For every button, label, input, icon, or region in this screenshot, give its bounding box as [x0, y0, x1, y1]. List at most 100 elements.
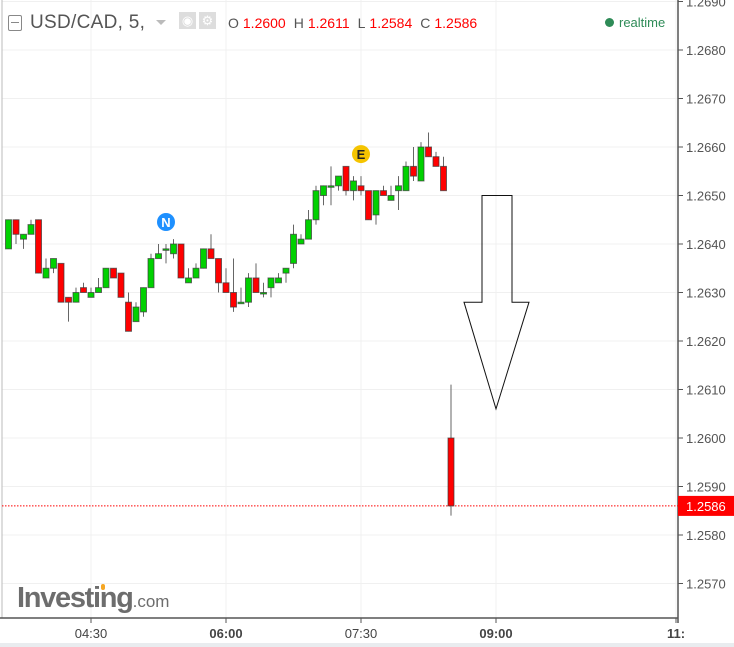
- candle-body: [177, 243, 185, 279]
- candle: [350, 176, 357, 201]
- candle-body: [372, 190, 380, 216]
- candle-body: [125, 301, 132, 332]
- chevron-down-icon[interactable]: [156, 20, 166, 25]
- event-marker-n: [157, 213, 175, 231]
- candle: [170, 239, 177, 259]
- candle-body: [387, 195, 395, 201]
- y-tick-label: 1.2660: [686, 140, 726, 155]
- down-arrow-annotation[interactable]: [463, 195, 530, 411]
- y-tick-label: 1.2690: [686, 0, 726, 10]
- candle-body: [402, 165, 410, 192]
- y-tick-label: 1.2580: [686, 528, 726, 543]
- candle: [260, 282, 267, 298]
- candle-body: [200, 248, 207, 269]
- realtime-status: realtime: [605, 15, 665, 30]
- candle: [50, 258, 57, 274]
- last-price-badge: [678, 495, 734, 516]
- logo-main: Investing: [17, 582, 134, 614]
- candle: [357, 176, 365, 196]
- candle-body: [42, 267, 50, 279]
- high-label: H: [293, 15, 304, 31]
- y-tick-label: 1.2670: [686, 92, 726, 107]
- candle-body: [350, 180, 357, 192]
- candle: [147, 253, 155, 289]
- event-label: E: [357, 147, 366, 162]
- x-tick-label: 11:: [667, 626, 685, 641]
- candle: [335, 175, 342, 191]
- y-tick-label: 1.2650: [686, 189, 726, 204]
- candle-body: [417, 146, 425, 182]
- low-value: 1.2584: [369, 15, 413, 31]
- logo-drop-icon: [101, 584, 105, 590]
- eye-icon[interactable]: ◉: [179, 12, 196, 29]
- candle: [12, 219, 20, 244]
- x-tick-label: 07:30: [345, 626, 378, 641]
- candle-body: [327, 185, 335, 188]
- y-tick-label: 1.2590: [686, 480, 726, 495]
- candle: [140, 287, 147, 317]
- y-tick-label: 1.2680: [686, 43, 726, 58]
- candle: [365, 190, 372, 221]
- candle: [425, 132, 432, 158]
- candle-body: [357, 185, 365, 192]
- collapse-icon[interactable]: [8, 15, 22, 31]
- candle: [372, 190, 380, 225]
- y-tick-label: 1.2600: [686, 431, 726, 446]
- candle: [95, 277, 102, 293]
- candle-body: [447, 437, 455, 507]
- candle-body: [27, 224, 35, 235]
- candle-body: [185, 277, 192, 284]
- candle-body: [170, 243, 177, 255]
- x-tick-label: 04:30: [75, 626, 108, 641]
- candle-body: [380, 190, 387, 196]
- gear-icon[interactable]: ⚙: [199, 12, 216, 29]
- candle: [402, 161, 410, 192]
- candle: [80, 282, 87, 293]
- candle-body: [57, 262, 65, 303]
- close-label: C: [420, 15, 431, 31]
- candle: [305, 210, 312, 240]
- candle: [410, 147, 417, 181]
- y-tick-label: 1.2610: [686, 383, 726, 398]
- candle: [290, 224, 297, 269]
- candle: [222, 268, 230, 293]
- candle-body: [5, 219, 12, 250]
- candle-body: [342, 165, 350, 192]
- candle-body: [230, 292, 237, 308]
- candle: [440, 156, 447, 192]
- candle-body: [147, 258, 155, 289]
- candle: [35, 219, 42, 274]
- candle: [20, 233, 27, 249]
- candle: [117, 272, 125, 298]
- candle-body: [365, 190, 372, 221]
- y-tick-label: 1.2570: [686, 577, 726, 592]
- candle-body: [245, 277, 252, 303]
- candle-body: [102, 267, 110, 289]
- event-marker-e: [352, 145, 370, 164]
- candle: [110, 267, 117, 279]
- low-label: L: [357, 15, 366, 31]
- candle-body: [35, 219, 42, 274]
- y-tick-label: 1.2640: [686, 237, 726, 252]
- candle: [65, 296, 72, 322]
- investing-logo: Investing.com: [17, 582, 169, 615]
- candle-body: [440, 165, 447, 192]
- candle: [42, 258, 50, 279]
- candle-body: [432, 156, 440, 167]
- candle: [72, 287, 80, 303]
- candle: [207, 234, 215, 260]
- candle: [245, 273, 252, 308]
- candle-body: [320, 185, 327, 197]
- candle: [87, 287, 95, 298]
- candle: [132, 302, 140, 323]
- close-value: 1.2586: [434, 15, 478, 31]
- candle-body: [395, 185, 402, 192]
- candle: [387, 185, 395, 201]
- candle-body: [50, 258, 57, 269]
- candle-body: [20, 233, 27, 240]
- candle-body: [267, 277, 275, 289]
- candle-body: [260, 292, 267, 295]
- candle: [342, 165, 350, 196]
- candle-body: [72, 292, 80, 303]
